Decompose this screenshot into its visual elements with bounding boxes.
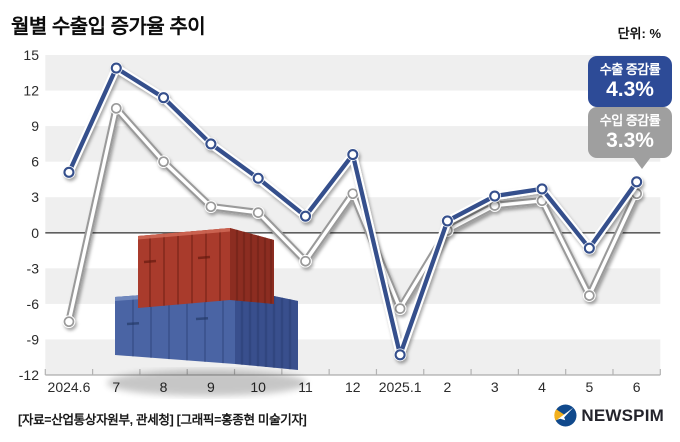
import-callout-tail [633,157,651,169]
export-callout-badge: 수출 증감률 4.3% [588,56,672,107]
page-title: 월별 수출입 증가율 추이 [11,16,206,38]
svg-text:6: 6 [31,154,39,170]
svg-text:15: 15 [23,47,39,63]
export-callout-value: 4.3% [606,78,654,101]
svg-text:2024.6: 2024.6 [48,379,91,395]
newspim-logo-icon [554,404,577,427]
red-container [138,228,274,308]
source-credit: [자료=산업통상자원부, 관세청] [그래픽=홍종현 미술기자] [18,413,307,427]
svg-text:12: 12 [345,379,361,395]
import-callout-label: 수입 증감률 [599,113,661,128]
containers-illustration [107,228,307,396]
svg-text:0: 0 [31,225,39,241]
import-callout-badge: 수입 증감률 3.3% [588,107,672,169]
import-callout-value: 3.3% [606,129,654,152]
svg-text:12: 12 [23,83,39,99]
svg-text:9: 9 [31,118,39,134]
chart-series-layer [62,61,643,362]
svg-text:2: 2 [444,379,452,395]
svg-text:-3: -3 [27,260,40,276]
svg-text:4: 4 [538,379,546,395]
unit-label: 단위: % [617,26,661,41]
svg-text:3: 3 [31,189,39,205]
svg-text:2025.1: 2025.1 [379,379,422,395]
svg-text:5: 5 [585,379,593,395]
newspim-wordmark: NEWSPIM [581,405,664,425]
svg-text:-12: -12 [19,367,39,383]
svg-text:3: 3 [491,379,499,395]
svg-text:6: 6 [633,379,641,395]
export-line-series [62,61,643,362]
export-callout-label: 수출 증감률 [599,62,661,77]
newspim-logo: NEWSPIM [554,404,664,427]
svg-text:-6: -6 [27,296,40,312]
svg-text:-9: -9 [27,331,40,347]
